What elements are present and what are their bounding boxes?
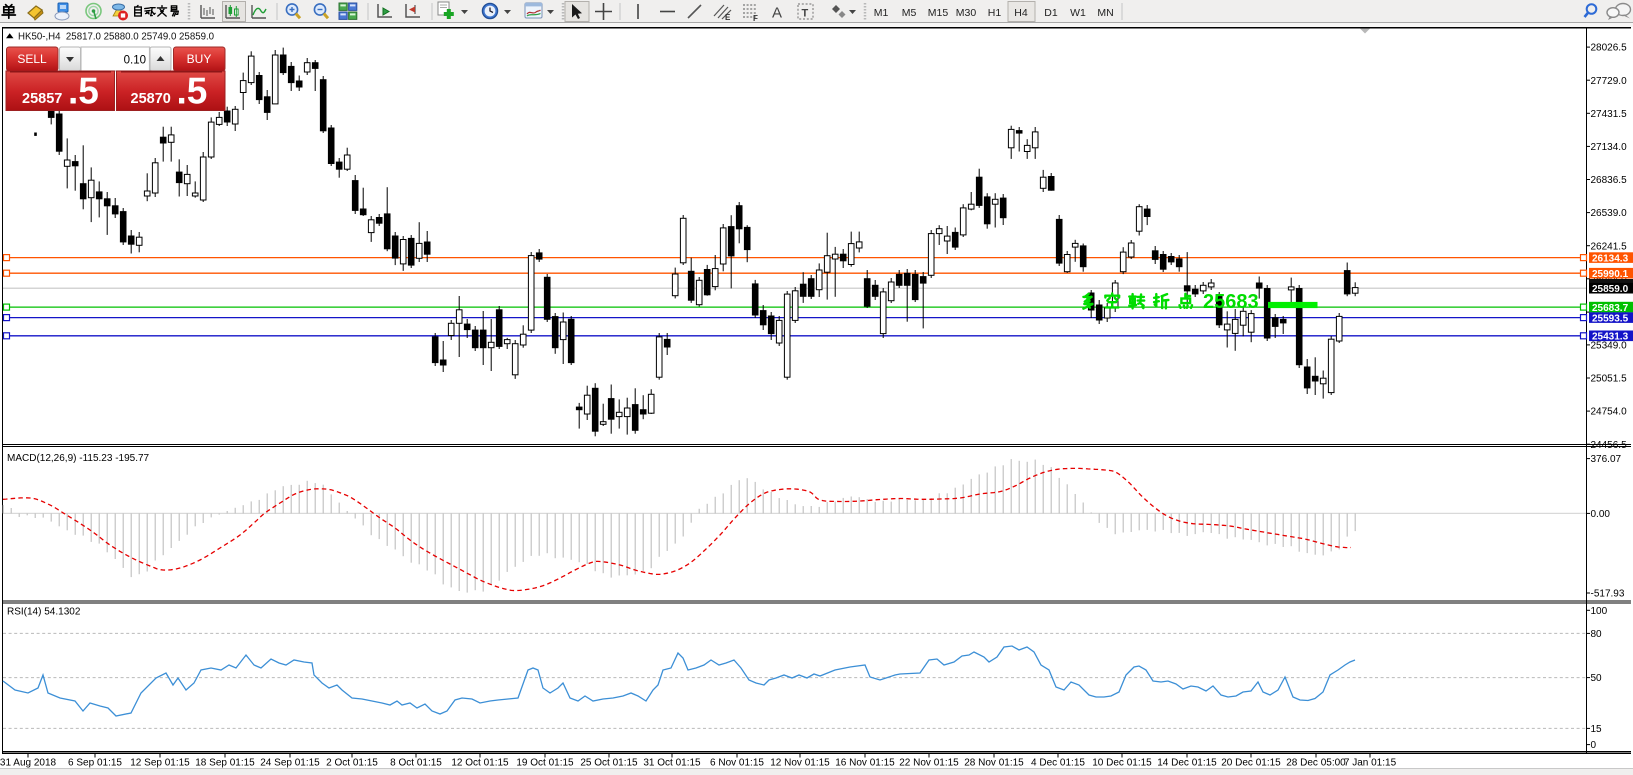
svg-text:25 Oct 01:15: 25 Oct 01:15 [580,758,638,769]
svg-text:25051.5: 25051.5 [1591,374,1628,385]
svg-text:10 Dec 01:15: 10 Dec 01:15 [1092,758,1152,769]
svg-text:28026.5: 28026.5 [1591,43,1628,54]
svg-text:26539.0: 26539.0 [1591,208,1628,219]
svg-text:2 Oct 01:15: 2 Oct 01:15 [326,758,378,769]
svg-text:26134.3: 26134.3 [1592,253,1629,264]
svg-text:15: 15 [1591,724,1603,735]
svg-text:.5: .5 [68,71,99,112]
svg-text:26241.5: 26241.5 [1591,241,1628,252]
svg-text:100: 100 [1591,606,1608,617]
svg-text:.5: .5 [177,71,208,112]
svg-text:18 Sep 01:15: 18 Sep 01:15 [195,758,255,769]
svg-text:31 Oct 01:15: 31 Oct 01:15 [643,758,701,769]
svg-text:24456.5: 24456.5 [1591,440,1628,451]
svg-text:F: F [753,14,758,23]
svg-text:25431.3: 25431.3 [1592,332,1629,343]
svg-text:24 Sep 01:15: 24 Sep 01:15 [260,758,320,769]
svg-text:28 Nov 01:15: 28 Nov 01:15 [964,758,1024,769]
svg-text:A: A [772,5,782,22]
svg-text:14 Dec 01:15: 14 Dec 01:15 [1157,758,1217,769]
svg-text:16 Nov 01:15: 16 Nov 01:15 [835,758,895,769]
svg-text:25990.1: 25990.1 [1592,269,1629,280]
svg-text:4 Dec 01:15: 4 Dec 01:15 [1031,758,1085,769]
svg-text:MACD(12,26,9) -115.23 -195.77: MACD(12,26,9) -115.23 -195.77 [7,453,150,464]
svg-text:H4: H4 [1014,7,1028,19]
svg-text:26836.5: 26836.5 [1591,175,1628,186]
svg-text:6 Sep 01:15: 6 Sep 01:15 [68,758,122,769]
svg-text:22 Nov 01:15: 22 Nov 01:15 [899,758,959,769]
svg-text:12 Nov 01:15: 12 Nov 01:15 [770,758,830,769]
svg-text:SELL: SELL [17,52,47,66]
svg-text:28 Dec 05:00: 28 Dec 05:00 [1286,758,1346,769]
svg-text:19 Oct 01:15: 19 Oct 01:15 [516,758,574,769]
svg-text:25857: 25857 [22,91,62,107]
svg-text:12 Sep 01:15: 12 Sep 01:15 [130,758,190,769]
svg-text:H1: H1 [988,7,1002,19]
svg-text:MN: MN [1097,7,1113,19]
svg-text:27431.5: 27431.5 [1591,109,1628,120]
svg-text:M15: M15 [928,7,949,19]
svg-text:BUY: BUY [187,52,212,66]
svg-text:25859.0: 25859.0 [1592,284,1629,295]
svg-text:27729.0: 27729.0 [1591,76,1628,87]
svg-text:T: T [802,8,809,20]
svg-text:0: 0 [1591,740,1597,751]
svg-text:25683.7: 25683.7 [1592,303,1629,314]
svg-text:25870: 25870 [131,91,171,107]
svg-text:8 Oct 01:15: 8 Oct 01:15 [390,758,442,769]
svg-text:12 Oct 01:15: 12 Oct 01:15 [451,758,509,769]
svg-text:25349.0: 25349.0 [1591,341,1628,352]
svg-text:31 Aug 2018: 31 Aug 2018 [0,758,57,769]
svg-text:D1: D1 [1044,7,1058,19]
svg-text:M1: M1 [874,7,889,19]
svg-text:0.10: 0.10 [124,55,146,67]
svg-text:20 Dec 01:15: 20 Dec 01:15 [1221,758,1281,769]
svg-text:50: 50 [1591,673,1603,684]
svg-text:HK50-,H4 25817.0 25880.0 2574: HK50-,H4 25817.0 25880.0 25749.0 25859.0 [18,32,215,43]
svg-text:6 Nov 01:15: 6 Nov 01:15 [710,758,764,769]
svg-text:W1: W1 [1070,7,1086,19]
svg-text:7 Jan 01:15: 7 Jan 01:15 [1344,758,1397,769]
svg-text:M5: M5 [902,7,917,19]
svg-text:25593.5: 25593.5 [1592,313,1629,324]
svg-text:E: E [725,13,731,22]
svg-text:M30: M30 [956,7,977,19]
svg-text:376.07: 376.07 [1591,454,1622,465]
svg-text:80: 80 [1591,629,1603,640]
svg-text:-517.93: -517.93 [1591,589,1625,600]
svg-text:0.00: 0.00 [1591,509,1611,520]
svg-text:24754.0: 24754.0 [1591,407,1628,418]
svg-text:RSI(14) 54.1302: RSI(14) 54.1302 [7,607,81,618]
svg-text:27134.0: 27134.0 [1591,142,1628,153]
svg-text:25683: 25683 [1203,291,1259,313]
